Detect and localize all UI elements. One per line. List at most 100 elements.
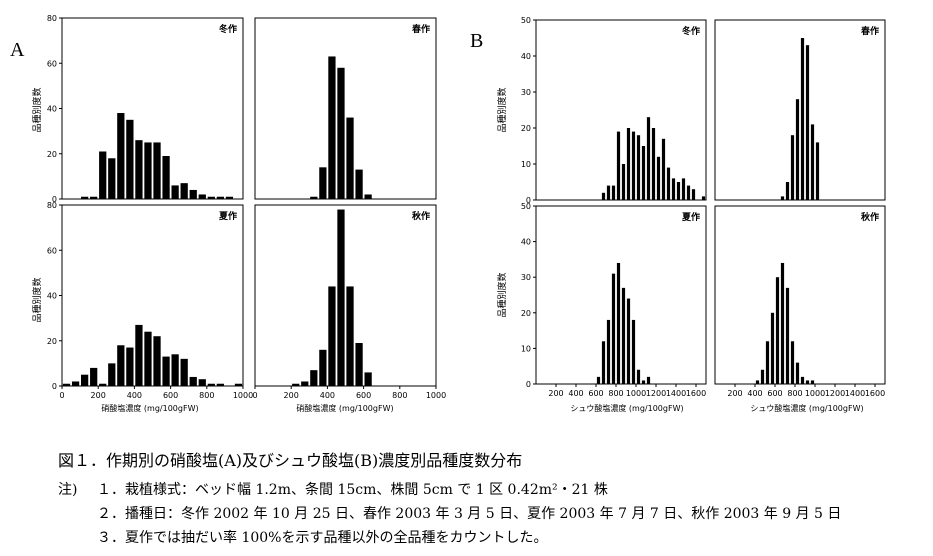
y-tick-label: 60: [47, 59, 57, 68]
x-axis-label: シュウ酸塩濃度 (mg/100gFW): [570, 403, 683, 413]
histogram-bar: [686, 185, 691, 200]
x-tick-label: 1400: [845, 389, 865, 398]
x-axis-label: 硝酸塩濃度 (mg/100gFW): [296, 403, 393, 413]
x-tick-label: 1600: [686, 389, 706, 398]
x-tick-label: 400: [320, 391, 335, 400]
y-tick-label: 10: [521, 344, 531, 353]
season-label: 秋作: [411, 210, 430, 222]
histogram-bar: [800, 38, 805, 200]
x-tick-label: 1200: [825, 389, 845, 398]
histogram-bar: [144, 331, 152, 386]
histogram-bar: [596, 376, 601, 384]
histogram-bar: [171, 185, 179, 199]
histogram-bar: [207, 383, 215, 386]
histogram-bar: [810, 124, 815, 200]
histogram-bar: [805, 380, 810, 384]
y-axis-label: 品種別度数: [496, 87, 508, 132]
histogram-bar: [162, 356, 170, 386]
y-tick-label: 60: [47, 246, 57, 255]
plot-frame: [61, 204, 244, 387]
histogram-bar: [611, 273, 616, 384]
x-tick-label: 1000: [233, 391, 253, 400]
histogram-bar: [641, 146, 646, 200]
histogram-bar: [676, 182, 681, 200]
histogram-bar: [216, 383, 224, 386]
histogram-bar: [671, 178, 676, 200]
histogram-bar: [646, 376, 651, 384]
y-tick-label: 40: [521, 238, 531, 247]
histogram-bar: [301, 381, 309, 386]
x-tick-label: 800: [199, 391, 214, 400]
y-tick-label: 40: [47, 105, 57, 114]
histogram-bar: [666, 167, 671, 200]
plot-frame: [535, 205, 707, 385]
histogram-bar: [180, 183, 188, 199]
season-label: 夏作: [681, 211, 700, 223]
histogram-bar: [810, 380, 815, 384]
x-tick-label: 1000: [626, 389, 646, 398]
histogram-bar: [775, 277, 780, 384]
x-axis-label: シュウ酸塩濃度 (mg/100gFW): [750, 403, 863, 413]
histogram-bar: [355, 169, 363, 199]
histogram-bar: [346, 286, 354, 386]
histogram-bar: [636, 135, 641, 200]
histogram-bar: [90, 196, 98, 199]
x-tick-label: 0: [252, 391, 257, 400]
histogram-bar: [611, 185, 616, 200]
histogram-bar: [207, 196, 215, 199]
x-tick-label: 200: [727, 389, 742, 398]
histogram-bar: [641, 380, 646, 384]
histogram-bar: [319, 349, 327, 386]
histogram-bar: [108, 158, 116, 199]
x-tick-label: 600: [163, 391, 178, 400]
y-axis-label: 品種別度数: [31, 277, 43, 322]
caption-note-label: 注): [58, 482, 78, 498]
x-tick-label: 600: [588, 389, 603, 398]
plot-frame: [61, 17, 244, 200]
y-tick-label: 30: [521, 273, 531, 282]
histogram-bar: [126, 119, 134, 199]
x-tick-label: 200: [91, 391, 106, 400]
x-tick-label: 1000: [426, 391, 446, 400]
histogram-bar: [99, 151, 107, 199]
x-tick-label: 1400: [666, 389, 686, 398]
season-label: 春作: [411, 23, 430, 35]
histogram-bar: [601, 192, 606, 200]
histogram-bar: [691, 189, 696, 200]
histogram-bar: [621, 287, 626, 384]
histogram-bar: [126, 347, 134, 386]
histogram-bar: [337, 67, 345, 200]
histogram-bar: [681, 178, 686, 200]
histogram-bar: [346, 117, 354, 199]
histogram-bar: [616, 131, 621, 200]
caption-note-2: ２．播種日：冬作 2002 年 10 月 25 日、春作 2003 年 3 月 …: [97, 506, 842, 522]
histogram-bar: [795, 362, 800, 384]
histogram-bar: [117, 113, 125, 199]
histogram-bar: [364, 372, 372, 386]
figure-canvas: A B 品種別度数 品種別度数 品種別度数 品種別度数 硝酸塩濃度 (mg/10…: [10, 14, 886, 413]
histogram-bar: [765, 341, 770, 384]
histogram-bar: [162, 156, 170, 199]
x-tick-label: 200: [284, 391, 299, 400]
histogram-bar: [328, 56, 336, 200]
histogram-bar: [198, 194, 206, 199]
histogram-bar: [616, 262, 621, 384]
histogram-bar: [225, 196, 234, 199]
histogram-bar: [364, 194, 372, 199]
x-tick-label: 1600: [865, 389, 885, 398]
histogram-bar: [785, 182, 790, 200]
x-tick-label: 400: [127, 391, 142, 400]
caption-note-3: ３．夏作では抽だい率 100%を示す品種以外の全品種をカウントした。: [97, 530, 548, 546]
histogram-bar: [701, 196, 706, 200]
histogram-bar: [606, 319, 611, 384]
x-axis-label: 硝酸塩濃度 (mg/100gFW): [101, 403, 198, 413]
histogram-bar: [337, 209, 345, 386]
y-tick-label: 10: [521, 160, 531, 169]
histogram-bar: [631, 319, 636, 384]
histogram-bar: [135, 324, 143, 386]
histogram-bar: [785, 287, 790, 384]
histogram-bar: [310, 196, 318, 199]
histogram-bar: [651, 128, 656, 200]
histogram-bar: [800, 376, 805, 384]
histogram-bar: [292, 383, 300, 386]
